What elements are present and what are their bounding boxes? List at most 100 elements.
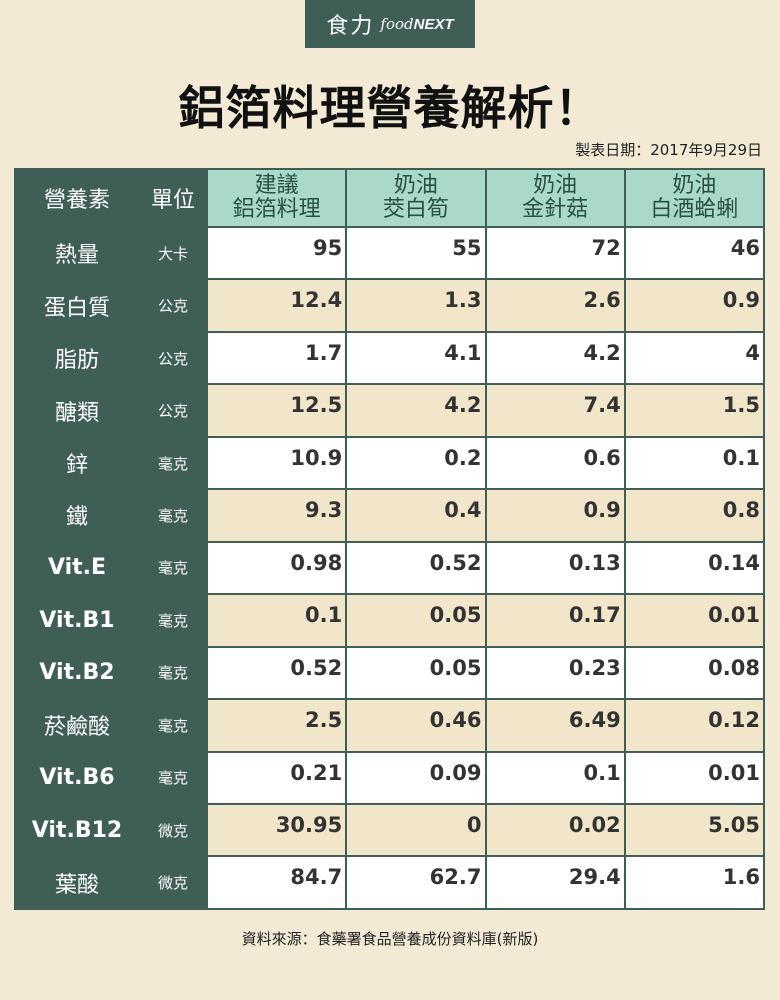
header-food-2-line1: 奶油 bbox=[393, 173, 438, 198]
value-cell: 0.52 bbox=[345, 540, 487, 596]
nutrient-unit: 微克 bbox=[138, 802, 208, 858]
nutrient-unit: 毫克 bbox=[138, 435, 208, 491]
table-row: Vit.B12 微克 30.95 0 0.02 5.05 bbox=[14, 802, 766, 858]
brand-en-prefix: food bbox=[380, 15, 414, 33]
nutrient-name: 鋅 bbox=[14, 435, 140, 491]
nutrient-name: Vit.B6 bbox=[14, 750, 140, 805]
value-cell: 0.21 bbox=[205, 750, 348, 805]
date-note: 製表日期：2017年9月29日 bbox=[575, 141, 762, 159]
value-cell: 0.1 bbox=[205, 593, 348, 648]
header-unit: 單位 bbox=[138, 168, 208, 228]
nutrient-name: Vit.B2 bbox=[14, 645, 140, 701]
table-row: 脂肪 公克 1.7 4.1 4.2 4 bbox=[14, 330, 766, 386]
table-body: 熱量 大卡 95 55 72 46 蛋白質 公克 12.4 1.3 2.6 0.9 脂肪 公克 1.7 4.1… bbox=[14, 225, 766, 910]
value-cell: 0.6 bbox=[484, 435, 626, 491]
nutrient-unit: 毫克 bbox=[138, 488, 208, 543]
value-cell: 10.9 bbox=[205, 435, 348, 491]
value-cell: 0.9 bbox=[623, 278, 766, 333]
header-food-3-line2: 金針菇 bbox=[522, 197, 589, 222]
value-cell: 12.4 bbox=[205, 278, 348, 333]
value-cell: 0.05 bbox=[345, 645, 487, 701]
value-cell: 0.13 bbox=[484, 540, 626, 596]
table-row: Vit.B1 毫克 0.1 0.05 0.17 0.01 bbox=[14, 593, 766, 648]
value-cell: 55 bbox=[345, 225, 487, 281]
nutrient-name: Vit.B1 bbox=[14, 593, 140, 648]
value-cell: 1.3 bbox=[345, 278, 487, 333]
table-row: Vit.B6 毫克 0.21 0.09 0.1 0.01 bbox=[14, 750, 766, 805]
value-cell: 0.1 bbox=[484, 750, 626, 805]
table-row: 蛋白質 公克 12.4 1.3 2.6 0.9 bbox=[14, 278, 766, 333]
value-cell: 29.4 bbox=[484, 855, 626, 910]
table-row: 醣類 公克 12.5 4.2 7.4 1.5 bbox=[14, 383, 766, 438]
nutrient-unit: 毫克 bbox=[138, 540, 208, 596]
table-row: 葉酸 微克 84.7 62.7 29.4 1.6 bbox=[14, 855, 766, 910]
nutrient-name: Vit.B12 bbox=[14, 802, 140, 858]
value-cell: 12.5 bbox=[205, 383, 348, 438]
nutrient-name: 醣類 bbox=[14, 383, 140, 438]
nutrition-table: 營養素 單位 建議 鋁箔料理 奶油 茭白筍 奶油 金針菇 奶油 白酒蛤蜊 熱量 大卡 95 5… bbox=[14, 168, 766, 910]
value-cell: 1.5 bbox=[623, 383, 766, 438]
brand-name-zh: 食力 bbox=[326, 14, 375, 39]
value-cell: 4 bbox=[623, 330, 766, 386]
value-cell: 72 bbox=[484, 225, 626, 281]
header-nutrient: 營養素 bbox=[14, 168, 140, 228]
nutrient-unit: 毫克 bbox=[138, 750, 208, 805]
header-food-3: 奶油 金針菇 bbox=[484, 168, 626, 228]
table-row: 熱量 大卡 95 55 72 46 bbox=[14, 225, 766, 281]
value-cell: 46 bbox=[623, 225, 766, 281]
table-row: Vit.E 毫克 0.98 0.52 0.13 0.14 bbox=[14, 540, 766, 596]
value-cell: 9.3 bbox=[205, 488, 348, 543]
table-header-row: 營養素 單位 建議 鋁箔料理 奶油 茭白筍 奶油 金針菇 奶油 白酒蛤蜊 bbox=[14, 168, 766, 228]
value-cell: 0.2 bbox=[345, 435, 487, 491]
nutrient-name: 葉酸 bbox=[14, 855, 140, 910]
value-cell: 2.5 bbox=[205, 698, 348, 753]
header-food-1-line1: 建議 bbox=[254, 173, 299, 198]
value-cell: 0.46 bbox=[345, 698, 487, 753]
value-cell: 4.2 bbox=[484, 330, 626, 386]
nutrient-unit: 微克 bbox=[138, 855, 208, 910]
value-cell: 6.49 bbox=[484, 698, 626, 753]
value-cell: 0.9 bbox=[484, 488, 626, 543]
nutrient-name: 鐵 bbox=[14, 488, 140, 543]
nutrient-unit: 公克 bbox=[138, 330, 208, 386]
value-cell: 1.6 bbox=[623, 855, 766, 910]
value-cell: 0.14 bbox=[623, 540, 766, 596]
nutrient-unit: 毫克 bbox=[138, 645, 208, 701]
value-cell: 0.4 bbox=[345, 488, 487, 543]
value-cell: 5.05 bbox=[623, 802, 766, 858]
value-cell: 84.7 bbox=[205, 855, 348, 910]
value-cell: 4.1 bbox=[345, 330, 487, 386]
nutrient-name: 脂肪 bbox=[14, 330, 140, 386]
header-food-2: 奶油 茭白筍 bbox=[345, 168, 487, 228]
value-cell: 95 bbox=[205, 225, 348, 281]
value-cell: 0.52 bbox=[205, 645, 348, 701]
value-cell: 0.01 bbox=[623, 750, 766, 805]
nutrient-unit: 公克 bbox=[138, 383, 208, 438]
header-food-2-line2: 茭白筍 bbox=[382, 197, 449, 222]
table-row: 菸鹼酸 毫克 2.5 0.46 6.49 0.12 bbox=[14, 698, 766, 753]
nutrient-unit: 毫克 bbox=[138, 698, 208, 753]
page-title: 鋁箔料理營養解析！ bbox=[178, 81, 602, 135]
brand-logo: 食力 foodNEXT bbox=[305, 0, 475, 48]
brand-en-suffix: NEXT bbox=[413, 16, 454, 33]
value-cell: 0 bbox=[345, 802, 487, 858]
value-cell: 0.1 bbox=[623, 435, 766, 491]
value-cell: 30.95 bbox=[205, 802, 348, 858]
value-cell: 0.98 bbox=[205, 540, 348, 596]
value-cell: 0.02 bbox=[484, 802, 626, 858]
nutrient-unit: 大卡 bbox=[138, 225, 208, 281]
value-cell: 0.05 bbox=[345, 593, 487, 648]
header-food-1-line2: 鋁箔料理 bbox=[232, 197, 321, 222]
value-cell: 0.17 bbox=[484, 593, 626, 648]
header-food-1: 建議 鋁箔料理 bbox=[205, 168, 348, 228]
value-cell: 0.23 bbox=[484, 645, 626, 701]
nutrient-unit: 公克 bbox=[138, 278, 208, 333]
source-note: 資料來源：食藥署食品營養成份資料庫(新版) bbox=[241, 930, 539, 948]
value-cell: 0.09 bbox=[345, 750, 487, 805]
nutrient-name: 蛋白質 bbox=[14, 278, 140, 333]
value-cell: 0.01 bbox=[623, 593, 766, 648]
value-cell: 0.12 bbox=[623, 698, 766, 753]
nutrient-name: Vit.E bbox=[14, 540, 140, 596]
value-cell: 62.7 bbox=[345, 855, 487, 910]
table-row: 鋅毫克 10.9 0.2 0.6 0.1 bbox=[14, 435, 766, 491]
